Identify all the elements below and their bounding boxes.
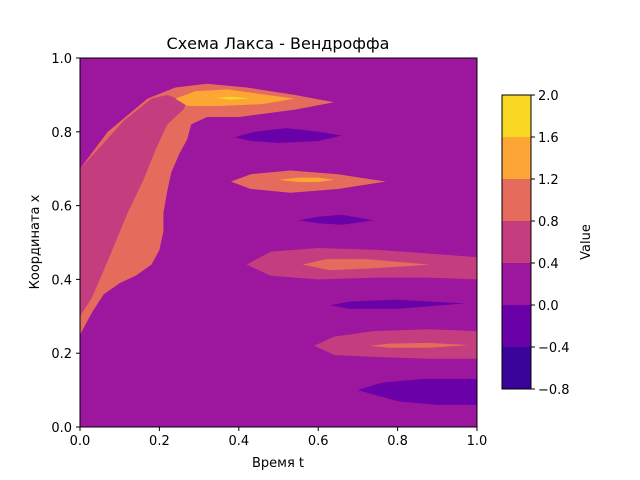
y-tick-label: 0.8	[51, 126, 72, 141]
colorbar-band	[502, 347, 531, 389]
colorbar-tick-label: 0.4	[538, 257, 559, 272]
contour-region	[302, 259, 430, 271]
y-tick-label: 0.0	[51, 421, 72, 436]
colorbar-tick-label: 0.8	[538, 215, 559, 230]
colorbar-tick-label: 0.0	[538, 299, 559, 314]
y-tick-label: 0.4	[51, 273, 72, 288]
colorbar-band	[502, 179, 531, 221]
colorbar-band	[502, 305, 531, 347]
plot-frame	[79, 57, 478, 428]
colorbar-band	[502, 221, 531, 263]
y-tick-label: 0.6	[51, 200, 72, 215]
x-axis-ticks: 0.0 0.2 0.4 0.6 0.8 1.0	[70, 427, 488, 449]
contour-region	[369, 342, 470, 348]
contour-region	[234, 128, 342, 143]
plot-area	[79, 57, 478, 428]
colorbar-tick-label: 1.2	[538, 173, 559, 188]
contour-region	[330, 299, 466, 309]
colorbar-tick-label: −0.4	[538, 341, 570, 356]
colorbar-band	[502, 137, 531, 179]
x-tick-label: 0.4	[228, 434, 249, 449]
y-axis-label: Координата x	[28, 194, 43, 289]
y-tick-label: 1.0	[51, 52, 72, 67]
contour-region	[215, 96, 251, 100]
colorbar-tick-label: 2.0	[538, 89, 559, 104]
colorbar: −0.8 −0.4 0.0 0.4 0.8 1.2 1.6 2.0	[501, 89, 570, 398]
colorbar-band	[502, 263, 531, 305]
x-axis-label: Время t	[252, 456, 304, 471]
contour-region	[80, 94, 188, 317]
contour-region	[262, 207, 477, 237]
colorbar-tick-label: 1.6	[538, 131, 559, 146]
colorbar-label: Value	[579, 224, 594, 260]
x-tick-label: 0.2	[149, 434, 170, 449]
x-tick-label: 0.8	[387, 434, 408, 449]
x-tick-label: 1.0	[467, 434, 488, 449]
chart-title: Схема Лакса - Вендроффа	[167, 34, 390, 53]
colorbar-tick-label: −0.8	[538, 383, 570, 398]
contour-region	[298, 214, 374, 225]
contour-region	[278, 177, 335, 182]
y-tick-label: 0.2	[51, 347, 72, 362]
contour-region	[357, 379, 477, 405]
x-tick-label: 0.6	[308, 434, 329, 449]
x-tick-label: 0.0	[70, 434, 91, 449]
contour-fills	[80, 83, 477, 427]
colorbar-band	[502, 95, 531, 137]
y-axis-ticks: 0.0 0.2 0.4 0.6 0.8 1.0	[51, 52, 80, 436]
colorbar-frame	[501, 94, 532, 390]
